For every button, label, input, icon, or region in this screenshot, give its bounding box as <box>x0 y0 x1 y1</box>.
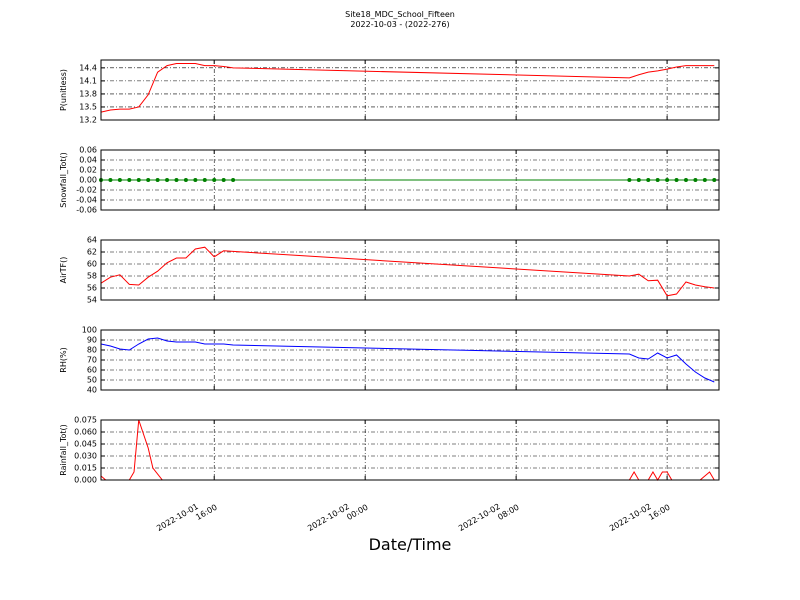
y-tick-label: -0.06 <box>76 206 97 215</box>
data-point <box>174 178 179 182</box>
y-tick-label: 0.075 <box>74 416 97 425</box>
data-line <box>100 337 715 383</box>
data-point <box>674 178 679 182</box>
subplot: 0.000 0.015 0.030 0.045 0.060 0.075 2022-10-01… <box>59 416 720 554</box>
y-tick-label: 58 <box>87 272 97 281</box>
y-tick-label: 0.030 <box>74 452 97 461</box>
data-point <box>712 178 717 182</box>
x-tick-label: 2022-10-0116:00 <box>155 494 219 542</box>
y-tick-label: 56 <box>87 284 97 293</box>
data-point <box>202 178 207 182</box>
data-point <box>127 178 132 182</box>
y-tick-label: 0.045 <box>74 440 97 449</box>
x-axis-label: Date/Time <box>369 535 452 554</box>
data-point <box>665 178 670 182</box>
y-tick-label: 0.00 <box>79 176 97 185</box>
plot-frame <box>100 239 720 301</box>
data-line <box>100 419 715 481</box>
y-tick-label: 14.4 <box>79 63 97 72</box>
data-point <box>146 178 151 182</box>
subplot: 13.2 13.5 13.8 14.1 14.4 P(unitless) <box>59 59 720 125</box>
chart-title: Site18_MDC_School_Fifteen <box>345 10 455 19</box>
data-point <box>165 178 170 182</box>
data-point <box>636 178 641 182</box>
y-tick-label: 100 <box>82 326 97 335</box>
data-point <box>655 178 660 182</box>
subplot: -0.06-0.04-0.020.000.020.040.06 Snowfall_… <box>59 146 720 215</box>
y-tick-label: 62 <box>87 248 97 257</box>
plot-frame <box>100 149 720 211</box>
chart-subtitle: 2022-10-03 - (2022-276) <box>350 20 449 29</box>
data-point <box>136 178 141 182</box>
y-tick-label: 13.8 <box>79 89 97 98</box>
y-tick-label: 40 <box>87 386 97 395</box>
y-tick-label: 0.015 <box>74 464 97 473</box>
data-point <box>231 178 236 182</box>
data-point <box>646 178 651 182</box>
data-point <box>108 178 113 182</box>
y-axis-label: Rainfall_Tot() <box>59 424 68 476</box>
subplot: 54 56 58 60 62 64 AirTF() <box>59 236 720 305</box>
y-tick-label: -0.04 <box>76 196 97 205</box>
data-point <box>212 178 217 182</box>
data-point <box>193 178 198 182</box>
y-axis-label: Snowfall_Tot() <box>59 152 68 208</box>
data-point <box>155 178 160 182</box>
y-tick-label: 0.02 <box>79 166 97 175</box>
data-line <box>100 62 715 113</box>
y-tick-label: 54 <box>87 296 97 305</box>
data-point <box>183 178 188 182</box>
data-line <box>100 246 715 297</box>
y-tick-label: 14.1 <box>79 76 97 85</box>
y-axis-label: P(unitless) <box>59 69 68 111</box>
data-point <box>117 178 122 182</box>
data-point <box>702 178 707 182</box>
y-tick-label: 70 <box>87 356 97 365</box>
y-tick-label: 13.5 <box>79 102 97 111</box>
y-tick-label: 90 <box>87 336 97 345</box>
y-tick-label: 0.000 <box>74 476 97 485</box>
y-tick-label: -0.02 <box>76 186 97 195</box>
y-tick-label: 0.060 <box>74 428 97 437</box>
plot-frame <box>100 419 720 481</box>
data-point <box>683 178 688 182</box>
y-tick-label: 13.2 <box>79 116 97 125</box>
data-point <box>693 178 698 182</box>
x-tick-label: 2022-10-0200:00 <box>306 494 370 542</box>
y-tick-label: 60 <box>87 366 97 375</box>
y-tick-label: 64 <box>87 236 97 245</box>
plot-frame <box>100 59 720 121</box>
x-tick-label: 2022-10-0216:00 <box>608 494 672 542</box>
data-point <box>627 178 632 182</box>
y-axis-label: RH(%) <box>59 347 68 372</box>
data-point <box>221 178 226 182</box>
y-tick-label: 0.06 <box>79 146 97 155</box>
y-tick-label: 60 <box>87 260 97 269</box>
y-tick-label: 80 <box>87 346 97 355</box>
y-axis-label: AirTF() <box>59 257 68 284</box>
x-tick-label: 2022-10-0208:00 <box>457 494 521 542</box>
y-tick-label: 50 <box>87 376 97 385</box>
plot-frame <box>100 329 720 391</box>
y-tick-label: 0.04 <box>79 156 97 165</box>
